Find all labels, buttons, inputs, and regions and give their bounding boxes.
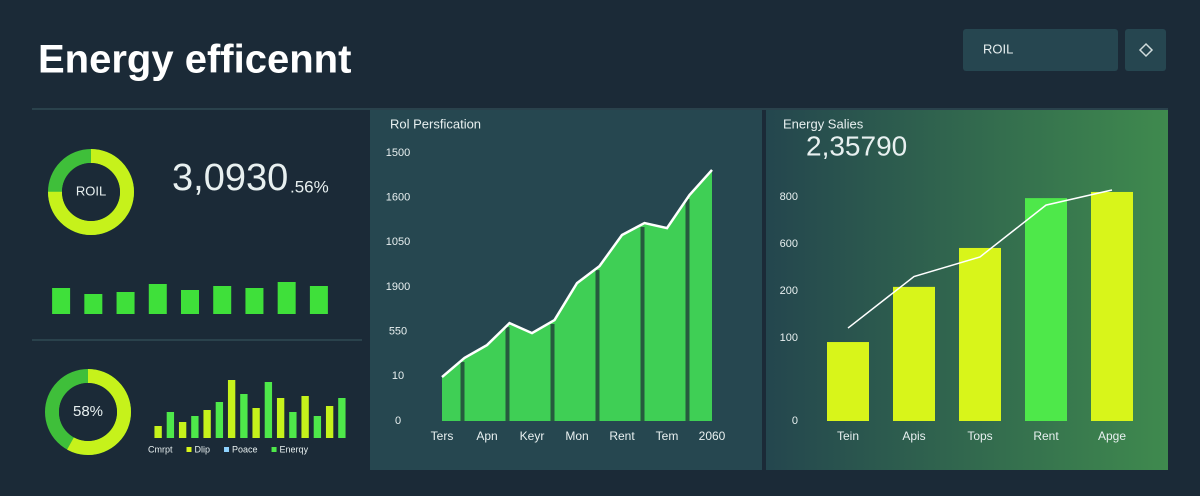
bar: [276, 398, 285, 438]
y-tick-label: 100: [780, 332, 798, 344]
x-tick-label: 2060: [699, 429, 726, 443]
x-tick-label: Apge: [1098, 429, 1126, 443]
bar: [116, 292, 135, 314]
x-tick-label: Keyr: [520, 429, 545, 443]
y-tick-label: 1600: [386, 192, 410, 204]
bar: [191, 416, 199, 438]
y-tick-label: 800: [780, 191, 798, 203]
donut-value-label: 58%: [73, 403, 103, 420]
y-tick-label: 0: [792, 415, 798, 427]
legend-swatch: [224, 447, 230, 452]
bar: [264, 382, 273, 438]
bar: [827, 342, 869, 421]
y-tick-label: 1500: [386, 147, 410, 159]
bar: [203, 410, 211, 438]
bar: [52, 288, 71, 314]
bar: [148, 284, 167, 314]
x-tick-label: Apn: [476, 429, 497, 443]
diamond-icon: [1138, 42, 1154, 58]
legend-swatch: [271, 447, 277, 452]
legend-label: Enerqy: [280, 444, 309, 454]
headline-value: 2,35790: [806, 130, 907, 161]
bar: [277, 282, 296, 314]
x-tick-label: Tops: [967, 429, 992, 443]
bar: [313, 416, 322, 438]
x-tick-label: Rent: [609, 429, 635, 443]
x-tick-label: Mon: [565, 429, 588, 443]
bar: [245, 288, 264, 314]
chart-subtitle: Energy Salies: [783, 116, 864, 131]
x-tick-label: Ters: [431, 429, 454, 443]
icon-button[interactable]: [1125, 29, 1166, 71]
y-tick-label: 600: [780, 238, 798, 250]
y-tick-label: 1900: [386, 281, 410, 293]
bar: [178, 422, 187, 438]
bar: [1091, 191, 1133, 421]
donut-arc: [45, 369, 131, 455]
legend-label: Dlip: [195, 444, 211, 454]
bar: [181, 290, 199, 314]
x-tick-label: Tein: [837, 429, 859, 443]
y-tick-label: 550: [389, 326, 407, 338]
bar: [213, 286, 232, 314]
chart-title: Rol Persfication: [390, 116, 481, 131]
roil-button[interactable]: [963, 29, 1118, 71]
donut-arc: [48, 149, 134, 235]
roil-button-label[interactable]: ROIL: [983, 41, 1013, 56]
donut-label: ROIL: [76, 183, 106, 198]
x-tick-label: Rent: [1033, 429, 1059, 443]
y-tick-label: 1050: [386, 236, 410, 248]
bar: [84, 294, 103, 314]
page-title: Energy efficennt: [38, 38, 351, 82]
x-tick-label: Tem: [656, 429, 679, 443]
bar: [959, 247, 1001, 421]
kpi-suffix: .56%: [290, 177, 329, 196]
bar: [301, 396, 309, 438]
bar: [166, 412, 175, 438]
bar: [154, 426, 162, 438]
bar: [215, 402, 224, 438]
donut-hole: [59, 383, 117, 441]
donut-hole: [62, 163, 120, 221]
kpi-value: 3,0930: [172, 157, 288, 199]
bar: [289, 412, 297, 438]
bar: [227, 380, 236, 438]
bar: [1025, 198, 1067, 421]
legend-label: Cmrpt: [148, 444, 173, 454]
bar: [240, 394, 248, 438]
bar: [338, 398, 346, 438]
legend-swatch: [186, 447, 192, 452]
y-tick-label: 10: [392, 370, 404, 382]
bar: [252, 408, 260, 438]
area-line: [441, 169, 713, 379]
trend-line: [847, 189, 1113, 329]
x-tick-label: Apis: [902, 429, 925, 443]
y-tick-label: 200: [780, 285, 798, 297]
y-tick-label: 0: [395, 415, 401, 427]
legend-label: Poace: [232, 444, 258, 454]
bar: [893, 286, 935, 421]
bar: [309, 286, 328, 314]
bar: [325, 406, 334, 438]
